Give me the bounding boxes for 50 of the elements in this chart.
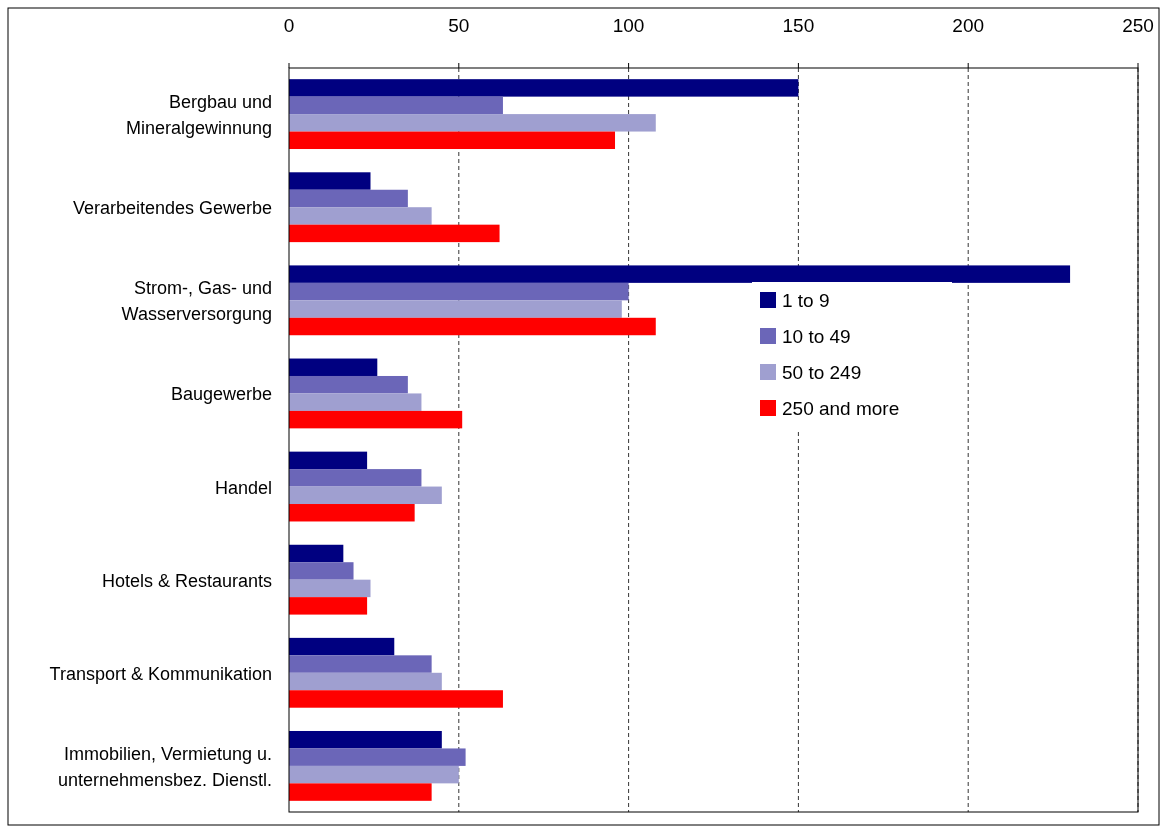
bar: [289, 282, 629, 301]
bar: [289, 96, 503, 115]
legend-label: 50 to 249: [782, 362, 862, 383]
bar: [289, 189, 408, 208]
bar: [289, 265, 1071, 283]
bar: [289, 224, 500, 243]
bar: [289, 579, 371, 598]
bar: [289, 172, 371, 190]
y-tick-label: Bergbau und Mineralgewinnung: [125, 92, 272, 139]
bar: [289, 79, 799, 97]
bar: [289, 131, 616, 150]
y-tick-label: Handel: [214, 477, 272, 498]
bar: [289, 207, 432, 225]
y-tick-label: Hotels & Restaurants: [101, 570, 272, 591]
bar: [289, 544, 344, 563]
y-tick-label: Strom-, Gas- und Wasserversorgung: [121, 278, 272, 325]
bar: [289, 393, 422, 411]
bar: [289, 300, 622, 318]
bar: [289, 486, 442, 505]
legend-label: 250 and more: [782, 398, 900, 419]
y-tick-label: Immobilien, Vermietung u. unternehmensbez. Dienstl.: [57, 743, 272, 790]
bar: [289, 765, 459, 784]
x-tick-label: 250: [1122, 15, 1154, 36]
y-tick-label: Verarbeitendes Gewerbe: [72, 198, 272, 219]
x-tick-label: 0: [283, 15, 295, 36]
bar: [289, 469, 422, 487]
bar: [289, 637, 395, 656]
y-tick-label: Baugewerbe: [170, 384, 272, 405]
x-tick-label: 50: [448, 15, 470, 36]
legend-label: 10 to 49: [782, 326, 851, 347]
bar: [289, 410, 463, 429]
bar: [289, 114, 656, 132]
bar: [289, 783, 432, 801]
x-tick-label: 100: [612, 15, 645, 36]
x-tick-label: 150: [782, 15, 815, 36]
bar: [289, 597, 368, 615]
bar: [289, 375, 408, 394]
legend-label: 1 to 9: [782, 290, 830, 311]
bar: [289, 317, 656, 336]
bar: [289, 690, 503, 708]
bar: [289, 562, 354, 580]
bar: [289, 748, 466, 766]
bar: [289, 655, 432, 673]
bar: [289, 504, 415, 522]
bar: [289, 730, 442, 749]
bar: [289, 451, 368, 470]
bar: [289, 358, 378, 376]
y-tick-label: Transport & Kommunikation: [49, 663, 272, 684]
x-tick-label: 200: [952, 15, 985, 36]
bar: [289, 672, 442, 691]
